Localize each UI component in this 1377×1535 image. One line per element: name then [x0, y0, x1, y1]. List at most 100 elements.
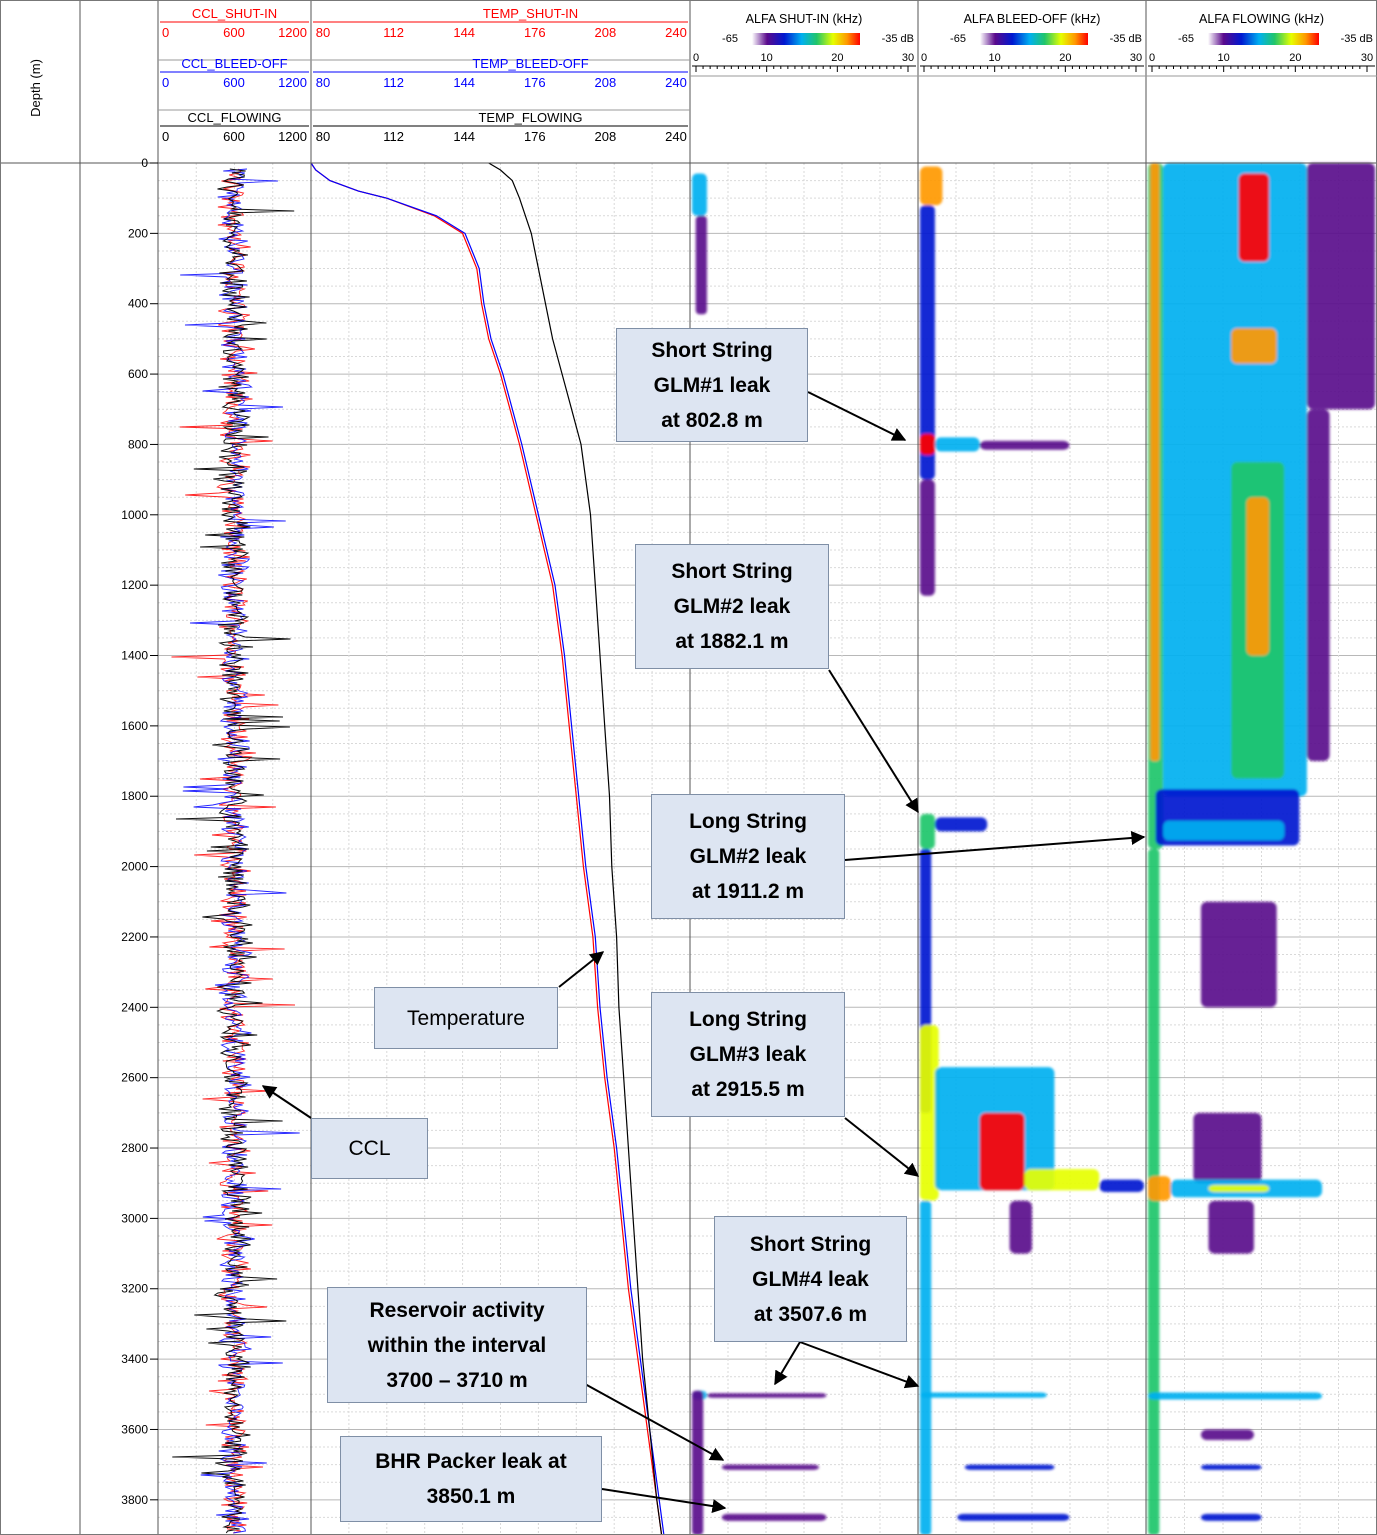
- depth-tick-label: 200: [128, 226, 148, 240]
- noise-blob: [934, 817, 988, 832]
- callout-line: at 1911.2 m: [691, 880, 805, 903]
- noise-blob: [1148, 1176, 1171, 1201]
- callout-line: GLM#4 leak: [752, 1267, 869, 1291]
- callout-line: BHR Packer leak at: [375, 1450, 567, 1473]
- ccl-header-title: CCL_SHUT-IN: [192, 6, 277, 21]
- callout-line: Long String: [689, 810, 807, 833]
- alfa-scale-label: 0: [921, 52, 927, 64]
- depth-tick-label: 3400: [121, 1352, 148, 1366]
- temp-scale-label: 144: [453, 75, 475, 90]
- ccl-scale-label: 0: [162, 129, 169, 144]
- noise-blob: [692, 173, 707, 216]
- callout-ss-glm2: Short String GLM#2 leak at 1882.1 m: [635, 544, 829, 669]
- noise-blob: [979, 1112, 1025, 1191]
- alfa-scale-label: 20: [1289, 52, 1301, 64]
- noise-blob: [934, 437, 980, 452]
- temp-scale-label: 112: [383, 129, 404, 144]
- temp-scale-label: 176: [524, 129, 546, 144]
- colorbar: [980, 33, 1088, 45]
- depth-tick-label: 0: [141, 156, 148, 170]
- ccl-scale-label: 600: [223, 25, 245, 40]
- callout-line: at 1882.1 m: [675, 630, 789, 653]
- callout-line: Short String: [671, 560, 793, 583]
- temp-header-title: TEMP_FLOWING: [478, 110, 582, 125]
- callout-arrow: [828, 669, 919, 814]
- alfa-scale-label: 20: [1059, 52, 1071, 64]
- depth-tick-label: 2600: [121, 1071, 148, 1085]
- noise-blob: [1208, 1200, 1254, 1254]
- ccl-scale-label: 1200: [278, 75, 307, 90]
- noise-track-0: [692, 173, 827, 1535]
- track-headers: CCL_SHUT-IN 0 600 1200 CCL_BLEED-OFF 0 600 1200…: [160, 6, 1375, 144]
- callout-arrows: [261, 391, 1146, 1513]
- callout-line: GLM#1 leak: [653, 373, 771, 397]
- colorbar-min-label: -65: [950, 33, 966, 45]
- depth-tick-label: 600: [128, 367, 148, 381]
- noise-blob: [721, 1513, 827, 1521]
- callout-line: Reservoir activity: [369, 1298, 545, 1322]
- colorbar: [1208, 33, 1319, 45]
- temp-scale-label: 144: [453, 129, 475, 144]
- ccl-curves: [171, 168, 300, 1534]
- temp-header-title: TEMP_SHUT-IN: [483, 6, 578, 21]
- colorbar-min-label: -65: [1178, 33, 1194, 45]
- callout-line: GLM#2 leak: [689, 845, 807, 868]
- callout-arrow: [799, 1341, 920, 1389]
- alfa-header-title: ALFA SHUT-IN (kHz): [746, 12, 863, 26]
- ccl-scale-label: 600: [223, 75, 245, 90]
- callout-arrow: [807, 391, 907, 441]
- callout-line: GLM#2 leak: [673, 595, 791, 618]
- temperature-curves: [310, 162, 665, 1535]
- ccl-header-title: CCL_BLEED-OFF: [181, 56, 287, 71]
- noise-track-2: [1148, 163, 1375, 1535]
- callout-arrow: [844, 830, 1146, 861]
- temp-scale-label: 80: [316, 25, 330, 40]
- temp-scale-label: 176: [524, 75, 546, 90]
- noise-blob: [1246, 497, 1270, 656]
- ccl-scale-label: 0: [162, 25, 169, 40]
- depth-axis: Depth (m) 0 200 400 600 800 1000 1200 1400 1600 1…: [28, 59, 158, 1507]
- noise-blob: [920, 1392, 1047, 1398]
- colorbar: [752, 33, 860, 45]
- depth-tick-label: 1000: [121, 508, 148, 522]
- alfa-scale-label: 10: [1218, 52, 1230, 64]
- callout-line: 3850.1 m: [426, 1485, 516, 1508]
- noise-blob: [1193, 1112, 1262, 1184]
- depth-tick-label: 3200: [121, 1282, 148, 1296]
- alfa-scale-label: 10: [989, 52, 1001, 64]
- callout-line: CCL: [348, 1137, 391, 1160]
- alfa-scale-label: 0: [693, 52, 699, 64]
- colorbar-min-label: -65: [722, 33, 738, 45]
- temp-header-title: TEMP_BLEED-OFF: [472, 56, 588, 71]
- noise-blob: [695, 215, 707, 315]
- callout-ss-glm4: Short String GLM#4 leak at 3507.6 m: [714, 1216, 907, 1342]
- ccl-scale-label: 1200: [278, 129, 307, 144]
- depth-tick-label: 1400: [121, 649, 148, 663]
- noise-layer: [692, 163, 1375, 1535]
- callout-line: at 802.8 m: [661, 408, 763, 432]
- temp-scale-label: 240: [665, 25, 687, 40]
- callout-arrow: [558, 951, 605, 988]
- callout-line: 3700 – 3710 m: [386, 1368, 528, 1392]
- noise-track-1: [920, 166, 1144, 1535]
- temp-scale-label: 240: [665, 129, 687, 144]
- temp-scale-label: 208: [595, 25, 617, 40]
- callout-line: Short String: [749, 1232, 872, 1256]
- colorbar-max-label: -35 dB: [1341, 33, 1373, 45]
- noise-blob: [1024, 1169, 1100, 1191]
- callout-arrow: [774, 1341, 801, 1386]
- alfa-scale-label: 10: [761, 52, 773, 64]
- callout-ss-glm1: Short String GLM#1 leak at 802.8 m: [616, 328, 808, 442]
- temp-scale-label: 80: [316, 129, 330, 144]
- ccl-scale-label: 1200: [278, 25, 307, 40]
- depth-tick-label: 2400: [121, 1000, 148, 1014]
- noise-blob: [920, 433, 935, 455]
- callout-line: Long String: [689, 1008, 807, 1031]
- depth-tick-label: 2200: [121, 930, 148, 944]
- alfa-header-title: ALFA FLOWING (kHz): [1199, 12, 1324, 26]
- temperature-curve-1: [310, 162, 665, 1535]
- callout-line: at 3507.6 m: [753, 1302, 868, 1326]
- noise-blob: [1148, 1392, 1323, 1400]
- depth-tick-label: 1200: [121, 578, 148, 592]
